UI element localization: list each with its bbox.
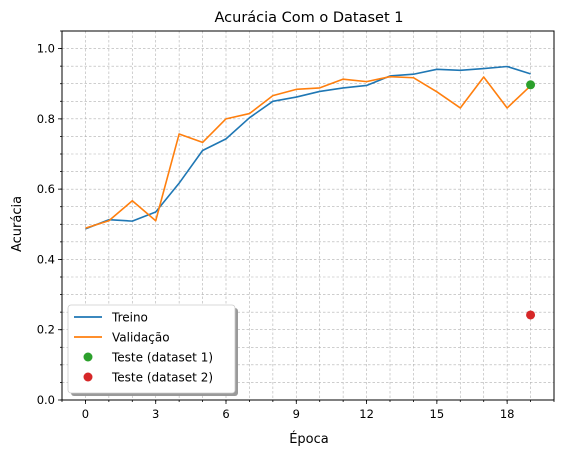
y-tick-label: 0.2: [37, 323, 55, 337]
x-tick-label: 0: [82, 407, 89, 421]
test-point-dataset-2: [526, 310, 536, 320]
x-axis-label: Época: [289, 431, 329, 447]
legend-point-swatch: [83, 352, 93, 362]
plot-frame: [61, 30, 555, 401]
legend-point-swatch: [83, 372, 93, 382]
x-tick-label: 6: [222, 407, 229, 421]
x-tick-label: 3: [152, 407, 159, 421]
x-tick-label: 12: [359, 407, 374, 421]
legend-label: Treino: [111, 311, 148, 325]
axis-ticks: 0 3 6 9 12 15 18 0.0 0.2 0.4 0.6 0.8 1.0: [37, 30, 555, 421]
y-tick-label: 0.0: [37, 393, 55, 407]
chart-title: Acurácia Com o Dataset 1: [215, 10, 404, 26]
legend-label: Teste (dataset 1): [111, 351, 213, 365]
x-tick-label: 9: [293, 407, 300, 421]
legend: Treino Validação Teste (dataset 1) Teste (d…: [67, 304, 238, 396]
y-tick-label: 1.0: [37, 42, 55, 56]
y-tick-label: 0.4: [37, 252, 55, 266]
x-tick-label: 15: [430, 407, 445, 421]
y-axis-label: Acurácia: [10, 196, 25, 252]
legend-label: Validação: [112, 331, 170, 345]
series-layer: [85, 65, 536, 320]
x-tick-label: 18: [500, 407, 515, 421]
test-point-dataset-1: [526, 80, 536, 90]
grid: [61, 30, 555, 401]
y-tick-label: 0.6: [37, 182, 55, 196]
legend-box: [67, 304, 236, 394]
legend-label: Teste (dataset 2): [111, 371, 213, 385]
series-line-validacao: [85, 75, 532, 229]
y-tick-label: 0.8: [37, 112, 55, 126]
